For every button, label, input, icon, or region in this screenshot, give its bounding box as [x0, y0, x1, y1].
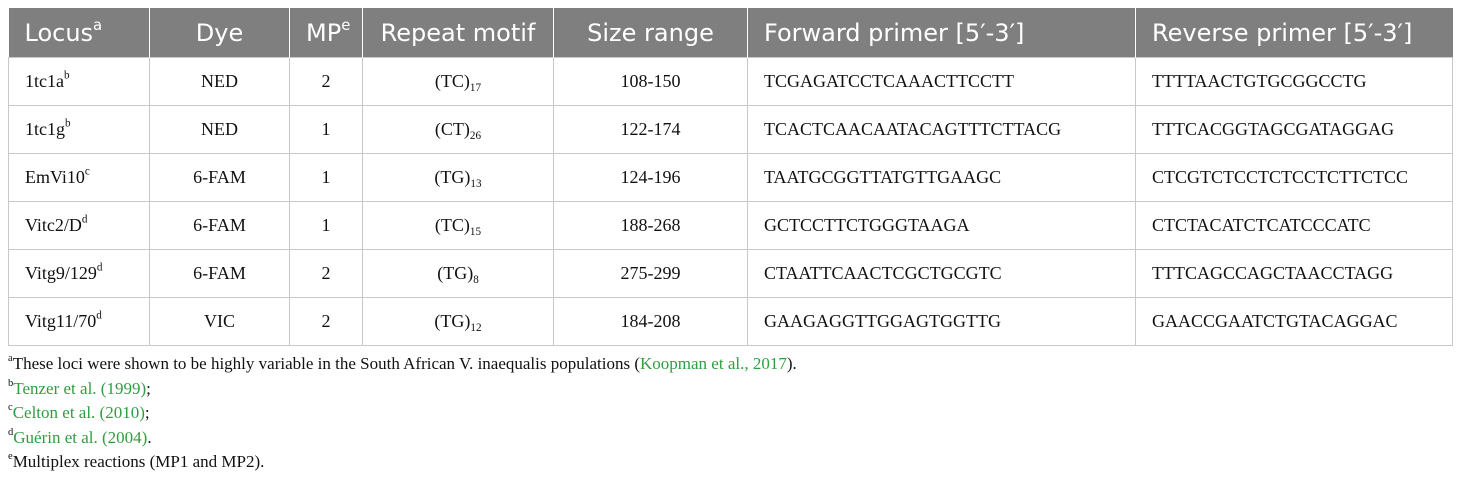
size-range-cell: 184-208: [553, 297, 748, 346]
header-dye: Dye: [149, 8, 290, 58]
header-size-range: Size range: [553, 8, 748, 58]
table-row: 1tc1gb NED 1 (CT)26 122-174 TCACTCAACAAT…: [8, 105, 1453, 154]
mp-cell: 2: [289, 249, 363, 298]
footnote-mark: b: [63, 69, 70, 82]
mp-cell: 1: [289, 153, 363, 202]
reverse-primer-cell: CTCTACATCTCATCCCATC: [1135, 201, 1453, 250]
table-row: Vitg9/129d 6-FAM 2 (TG)8 275-299 CTAATTC…: [8, 249, 1453, 298]
motif-cell: (TG)8: [362, 249, 554, 298]
mp-cell: 2: [289, 57, 363, 106]
size-range-cell: 122-174: [553, 105, 748, 154]
reference-link[interactable]: Celton et al. (2010): [12, 403, 145, 422]
dye-cell: VIC: [149, 297, 290, 346]
locus-cell: Vitg11/70d: [8, 297, 150, 346]
reverse-primer-cell: TTTTAACTGTGCGGCCTG: [1135, 57, 1453, 106]
footnote-mark: d: [96, 309, 102, 322]
footnote-mark: e: [341, 15, 351, 34]
footnote-mark: d: [96, 261, 103, 274]
footnote-e: eMultiplex reactions (MP1 and MP2).: [8, 451, 265, 471]
header-locus: Locusa: [8, 8, 150, 58]
footnote-d: dGuérin et al. (2004).: [8, 426, 152, 447]
header-repeat-motif: Repeat motif: [362, 8, 554, 58]
footnote-mark: a: [93, 15, 103, 34]
size-range-cell: 275-299: [553, 249, 748, 298]
table-row: Vitg11/70d VIC 2 (TG)12 184-208 GAAGAGGT…: [8, 297, 1453, 346]
table-row: Vitc2/Dd 6-FAM 1 (TC)15 188-268 GCTCCTTC…: [8, 201, 1453, 250]
primer-table-container: Locusa Dye MPe Repeat motif Size range F…: [8, 8, 1453, 475]
size-range-cell: 188-268: [553, 201, 748, 250]
footnote-mark: b: [65, 117, 71, 130]
locus-cell: 1tc1ab: [8, 57, 150, 106]
dye-cell: 6-FAM: [149, 153, 290, 202]
motif-cell: (TC)15: [362, 201, 554, 250]
header-mp: MPe: [289, 8, 363, 58]
forward-primer-cell: GAAGAGGTTGGAGTGGTTG: [747, 297, 1136, 346]
reference-link[interactable]: Tenzer et al. (1999): [13, 378, 147, 398]
locus-cell: 1tc1gb: [8, 105, 150, 154]
locus-cell: Vitc2/Dd: [8, 201, 150, 250]
reverse-primer-cell: CTCGTCTCCTCTCCTCTTCTCC: [1135, 153, 1453, 202]
reverse-primer-cell: TTTCAGCCAGCTAACCTAGG: [1135, 249, 1453, 298]
size-range-cell: 124-196: [553, 153, 748, 202]
reference-link[interactable]: Guérin et al. (2004): [13, 427, 148, 447]
footnote-mark: d: [81, 213, 88, 226]
dye-cell: 6-FAM: [149, 249, 290, 298]
locus-cell: EmVi10c: [8, 153, 150, 202]
header-reverse-primer: Reverse primer [5′-3′]: [1135, 8, 1453, 58]
table-row: EmVi10c 6-FAM 1 (TG)13 124-196 TAATGCGGT…: [8, 153, 1453, 202]
reverse-primer-cell: TTTCACGGTAGCGATAGGAG: [1135, 105, 1453, 154]
motif-cell: (TG)12: [362, 297, 554, 346]
forward-primer-cell: GCTCCTTCTGGGTAAGA: [747, 201, 1136, 250]
forward-primer-cell: TAATGCGGTTATGTTGAAGC: [747, 153, 1136, 202]
footnotes: aThese loci were shown to be highly vari…: [8, 352, 1452, 475]
reference-link[interactable]: Koopman et al., 2017: [640, 354, 787, 373]
size-range-cell: 108-150: [553, 57, 748, 106]
mp-cell: 2: [289, 297, 363, 346]
reverse-primer-cell: GAACCGAATCTGTACAGGAC: [1135, 297, 1453, 346]
footnote-a: aThese loci were shown to be highly vari…: [8, 353, 797, 373]
forward-primer-cell: CTAATTCAACTCGCTGCGTC: [747, 249, 1136, 298]
table-row: 1tc1ab NED 2 (TC)17 108-150 TCGAGATCCTCA…: [8, 57, 1453, 106]
forward-primer-cell: TCGAGATCCTCAAACTTCCTT: [747, 57, 1136, 106]
mp-cell: 1: [289, 105, 363, 154]
mp-cell: 1: [289, 201, 363, 250]
locus-cell: Vitg9/129d: [8, 249, 150, 298]
primer-table: Locusa Dye MPe Repeat motif Size range F…: [8, 8, 1453, 346]
motif-cell: (CT)26: [362, 105, 554, 154]
table-header-row: Locusa Dye MPe Repeat motif Size range F…: [8, 8, 1453, 58]
footnote-b: bTenzer et al. (1999);: [8, 377, 151, 398]
footnote-mark: c: [84, 165, 90, 178]
header-forward-primer: Forward primer [5′-3′]: [747, 8, 1136, 58]
footnote-c: cCelton et al. (2010);: [8, 402, 150, 422]
dye-cell: 6-FAM: [149, 201, 290, 250]
forward-primer-cell: TCACTCAACAATACAGTTTCTTACG: [747, 105, 1136, 154]
motif-cell: (TG)13: [362, 153, 554, 202]
dye-cell: NED: [149, 105, 290, 154]
dye-cell: NED: [149, 57, 290, 106]
motif-cell: (TC)17: [362, 57, 554, 106]
